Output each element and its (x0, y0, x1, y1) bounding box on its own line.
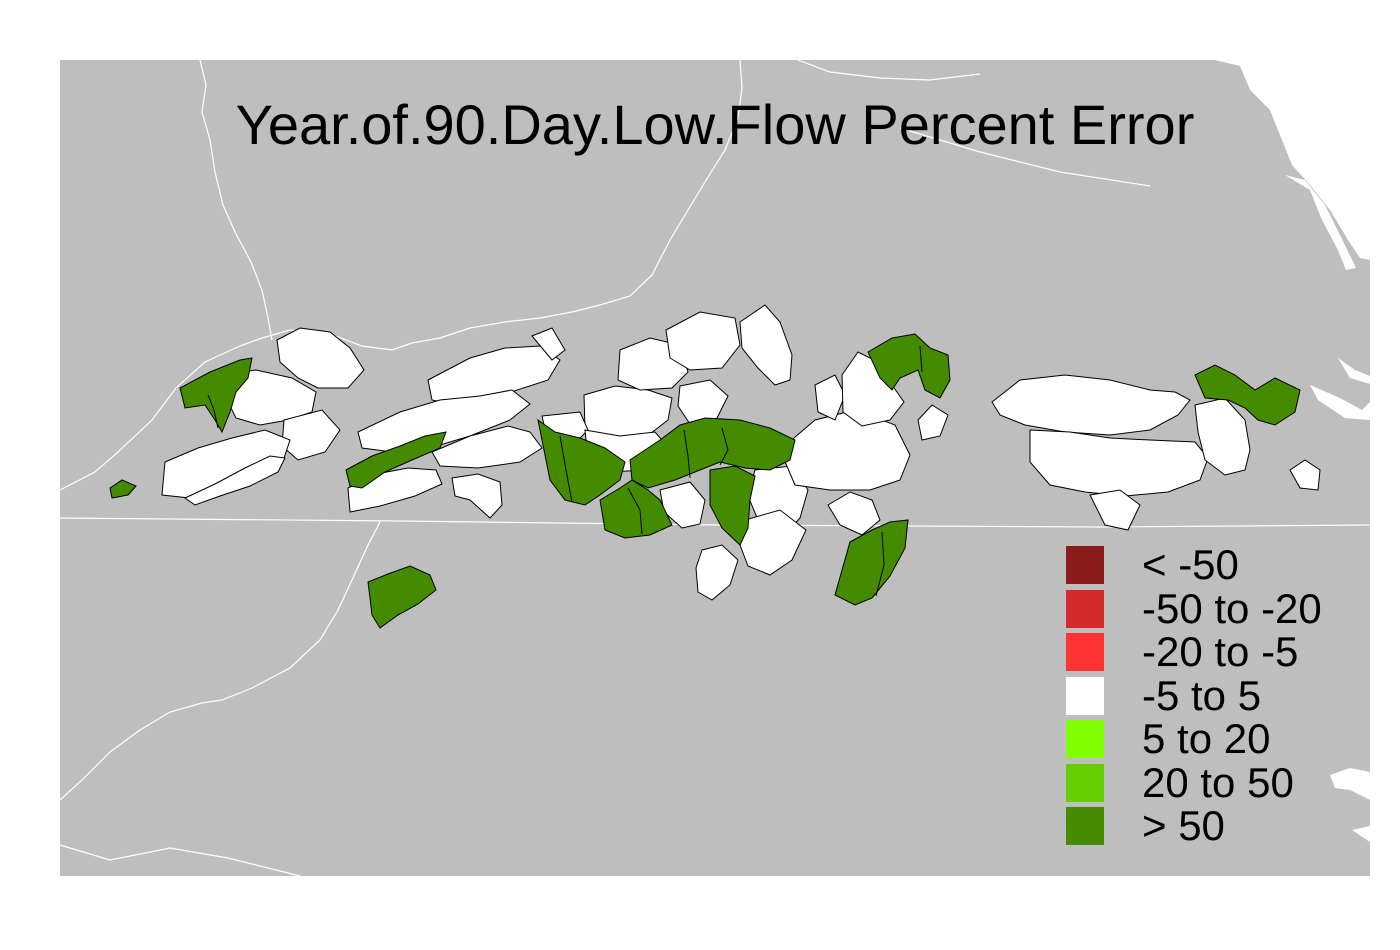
legend-swatch (1066, 546, 1104, 584)
legend-swatch (1066, 763, 1104, 802)
watershed (739, 304, 793, 386)
legend-label: 5 to 20 (1142, 715, 1271, 762)
watershed (184, 455, 286, 506)
watershed (827, 491, 881, 536)
watershed (537, 418, 626, 506)
legend-label: < -50 (1142, 541, 1239, 588)
watershed (1089, 489, 1141, 531)
watershed (629, 417, 796, 489)
legend-swatch (1066, 633, 1104, 671)
watershed (345, 431, 447, 489)
legend-label: 20 to 50 (1142, 758, 1294, 806)
legend-label: -5 to 5 (1142, 671, 1262, 719)
watershed (109, 479, 137, 499)
watershed (814, 374, 846, 421)
legend-swatch (1066, 676, 1104, 715)
legend-label: -20 to -5 (1142, 628, 1299, 675)
watershed (1029, 429, 1209, 497)
watershed (451, 473, 503, 519)
legend-swatch (1066, 807, 1104, 845)
watershed (834, 519, 909, 606)
watershed (917, 404, 949, 441)
watershed (991, 374, 1191, 436)
watershed (531, 327, 566, 361)
watersheds-high (109, 333, 1301, 629)
watershed (1194, 364, 1301, 426)
watershed (695, 544, 739, 601)
water-features (1215, 60, 1370, 842)
watershed (841, 351, 905, 427)
legend-label: > 50 (1142, 802, 1225, 849)
watershed (179, 357, 253, 434)
watershed (367, 565, 437, 629)
legend-swatch (1066, 720, 1104, 758)
legend-label: -50 to -20 (1142, 584, 1322, 632)
watershed (709, 465, 756, 546)
legend-swatch (1066, 589, 1104, 628)
watershed-divides (207, 345, 923, 597)
watershed (1194, 397, 1251, 476)
watershed (276, 327, 365, 389)
map-title: Year.of.90.Day.Low.Flow Percent Error (235, 93, 1195, 156)
watershed (739, 509, 807, 576)
watershed (665, 311, 741, 371)
watershed (431, 425, 543, 469)
watershed (599, 479, 673, 539)
watershed (867, 333, 951, 399)
watershed (1289, 459, 1321, 491)
